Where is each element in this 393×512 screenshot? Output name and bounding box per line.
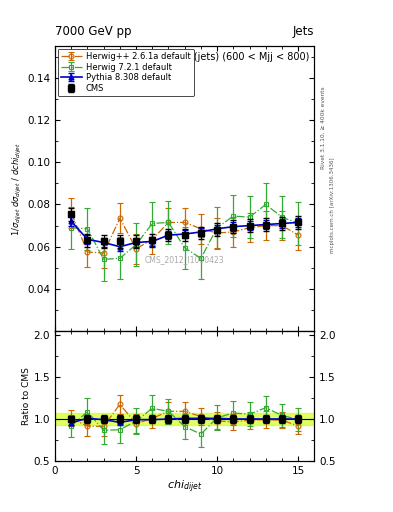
X-axis label: $chi_{dijet}$: $chi_{dijet}$ [167, 478, 202, 495]
Text: CMS_2012_I1090423: CMS_2012_I1090423 [145, 255, 224, 264]
Bar [55, 413, 314, 425]
Text: 7000 GeV pp: 7000 GeV pp [55, 26, 132, 38]
Text: χ (jets) (600 < Mjj < 800): χ (jets) (600 < Mjj < 800) [185, 52, 309, 62]
Y-axis label: Ratio to CMS: Ratio to CMS [22, 367, 31, 425]
Text: Jets: Jets [293, 26, 314, 38]
Text: Rivet 3.1.10, ≥ 400k events: Rivet 3.1.10, ≥ 400k events [320, 87, 325, 169]
Text: mcplots.cern.ch [arXiv:1306.3436]: mcplots.cern.ch [arXiv:1306.3436] [330, 157, 335, 252]
Y-axis label: $1/\sigma_{dijet}\ d\sigma_{dijet}\ /\ dchi_{dijet}$: $1/\sigma_{dijet}\ d\sigma_{dijet}\ /\ d… [11, 142, 24, 236]
Legend: Herwig++ 2.6.1a default, Herwig 7.2.1 default, Pythia 8.308 default, CMS: Herwig++ 2.6.1a default, Herwig 7.2.1 de… [57, 49, 194, 96]
